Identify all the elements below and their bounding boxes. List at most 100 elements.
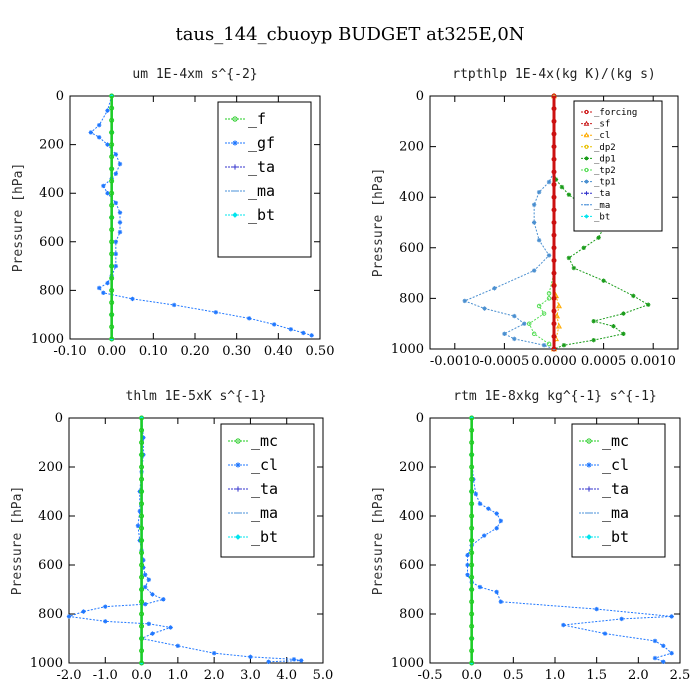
x-tick-label: -2.0 bbox=[56, 668, 81, 683]
data-point bbox=[546, 179, 552, 185]
data-point bbox=[494, 526, 499, 531]
data-point bbox=[465, 572, 470, 577]
y-tick-label: 1000 bbox=[31, 332, 64, 347]
data-point bbox=[669, 651, 674, 656]
panel-4: rtm 1E-8xkg kg^{-1} s^{-1} Pressure [hPa]… bbox=[371, 389, 690, 683]
data-point bbox=[591, 337, 596, 343]
data-point bbox=[551, 93, 557, 99]
legend-marker bbox=[584, 144, 589, 149]
x-tick-label: 0.0 bbox=[461, 668, 482, 683]
data-point bbox=[288, 327, 294, 332]
data-point bbox=[481, 533, 487, 538]
legend-label: _bt bbox=[248, 206, 275, 224]
legend: _f _gf _ta _ma _bt bbox=[217, 101, 312, 258]
data-point bbox=[571, 265, 577, 271]
legend-item-ma: _ma bbox=[579, 504, 629, 522]
x-tick-label: 0.30 bbox=[222, 344, 251, 359]
data-point bbox=[531, 220, 537, 225]
legend-box bbox=[571, 423, 666, 558]
legend-label: _bt bbox=[594, 212, 610, 222]
data-point bbox=[555, 302, 563, 309]
data-point bbox=[109, 312, 115, 318]
data-point bbox=[473, 491, 479, 497]
data-point bbox=[536, 238, 542, 243]
data-point bbox=[469, 440, 475, 445]
x-tick-label: 0.0000 bbox=[531, 354, 577, 369]
data-point bbox=[469, 452, 475, 458]
data-point bbox=[109, 275, 115, 281]
y-tick-label: 400 bbox=[38, 509, 63, 524]
data-point bbox=[551, 346, 557, 352]
data-point bbox=[113, 251, 119, 257]
x-tick-label: 0.20 bbox=[181, 344, 210, 359]
data-point bbox=[109, 300, 115, 306]
legend-marker bbox=[584, 167, 589, 173]
legend-label: _gf bbox=[248, 134, 275, 152]
panel-2: rtpthlp 1E-4x(kg K)/(kg s) Pressure [hPa]… bbox=[371, 67, 679, 369]
data-point bbox=[109, 154, 115, 160]
data-point bbox=[469, 538, 475, 543]
data-point bbox=[551, 321, 557, 327]
legend-item-forcing: _forcing bbox=[581, 108, 637, 118]
data-point bbox=[109, 93, 115, 99]
legend-item-ma: _ma bbox=[581, 201, 610, 211]
y-tick-label: 400 bbox=[39, 186, 64, 201]
data-point bbox=[465, 553, 470, 558]
data-point bbox=[631, 293, 636, 299]
legend-label: _ma bbox=[248, 182, 275, 200]
legend-item-ta: _ta bbox=[579, 480, 629, 498]
series-forcing bbox=[551, 93, 557, 352]
data-point bbox=[81, 609, 86, 614]
data-point bbox=[139, 476, 145, 482]
data-point bbox=[551, 220, 557, 225]
legend-item-ma: _ma bbox=[228, 504, 278, 522]
data-point bbox=[551, 245, 557, 251]
y-tick-label: 800 bbox=[399, 607, 424, 622]
data-point bbox=[536, 189, 542, 195]
legend-item-bt: _bt bbox=[228, 528, 278, 546]
x-tick-label: 0.10 bbox=[139, 344, 168, 359]
data-point bbox=[143, 602, 148, 607]
legend-marker bbox=[584, 109, 589, 115]
data-point bbox=[130, 296, 135, 302]
legend-item-bt: _bt bbox=[579, 528, 629, 546]
data-point bbox=[486, 506, 491, 511]
data-point bbox=[646, 302, 651, 307]
data-point bbox=[109, 324, 115, 330]
legend-item-cl: _cl bbox=[579, 456, 629, 474]
data-point bbox=[246, 316, 252, 321]
data-point bbox=[113, 152, 119, 157]
data-point bbox=[109, 215, 115, 220]
x-tick-label: -0.10 bbox=[53, 344, 86, 359]
data-point bbox=[551, 270, 557, 276]
data-point bbox=[541, 311, 547, 316]
data-point bbox=[309, 333, 314, 338]
data-point bbox=[139, 623, 145, 629]
x-tick-label: -1.0 bbox=[93, 668, 118, 683]
x-tick-label: 2.5 bbox=[670, 668, 691, 683]
data-point bbox=[482, 306, 487, 311]
data-point bbox=[109, 178, 115, 184]
data-point bbox=[465, 562, 470, 568]
data-point bbox=[551, 257, 557, 263]
legend-item-dp1: _dp1 bbox=[581, 154, 616, 164]
x-tick-label: -0.0010 bbox=[430, 354, 480, 369]
data-point bbox=[137, 508, 142, 514]
legend-label: _tp2 bbox=[594, 166, 616, 176]
panel-title: rtm 1E-8xkg kg^{-1} s^{-1} bbox=[453, 389, 657, 404]
panel-3: thlm 1E-5xK s^{-1} Pressure [hPa] 0 200 400 6… bbox=[10, 389, 333, 683]
legend-box bbox=[220, 423, 315, 558]
legend-label: _dp2 bbox=[594, 143, 616, 153]
data-point bbox=[661, 659, 666, 664]
data-point bbox=[477, 501, 483, 506]
legend: _mc _cl _ta _ma _bt bbox=[571, 423, 666, 558]
legend-label: _ta bbox=[602, 480, 629, 498]
data-point bbox=[551, 333, 557, 339]
data-point bbox=[536, 303, 542, 309]
data-point bbox=[139, 611, 145, 617]
data-point bbox=[248, 654, 253, 660]
data-point bbox=[271, 322, 277, 327]
legend-item-f: _f bbox=[225, 110, 266, 128]
x-tick-label: 0.50 bbox=[306, 344, 335, 359]
x-tick-label: 0.40 bbox=[264, 344, 293, 359]
